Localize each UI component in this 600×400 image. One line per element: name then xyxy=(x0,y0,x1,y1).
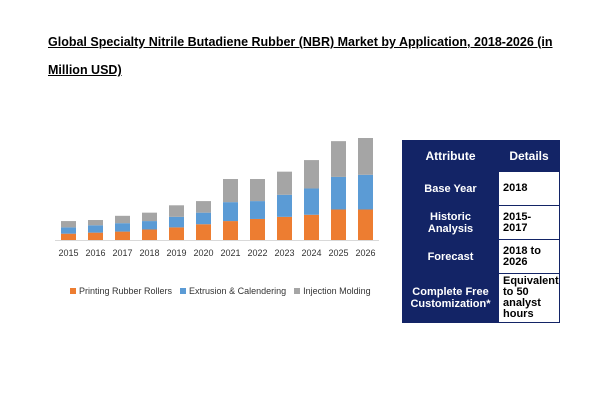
x-tick-label: 2018 xyxy=(139,248,159,258)
bar-segment-2016-2 xyxy=(88,220,103,226)
bar-segment-2025-0 xyxy=(331,209,346,240)
bar-segment-2024-1 xyxy=(304,188,319,215)
bar-segment-2018-1 xyxy=(142,221,157,230)
row-attribute: Complete Free Customization* xyxy=(402,273,499,323)
legend-label-printing: Printing Rubber Rollers xyxy=(79,286,173,296)
x-tick-label: 2015 xyxy=(58,248,78,258)
bar-segment-2021-0 xyxy=(223,221,238,240)
bar-segment-2021-2 xyxy=(223,179,238,203)
bar-segment-2017-1 xyxy=(115,223,130,232)
x-tick-label: 2016 xyxy=(85,248,105,258)
bar-segment-2025-2 xyxy=(331,141,346,177)
chart-legend: Printing Rubber Rollers Extrusion & Cale… xyxy=(70,286,371,296)
bar-segment-2019-0 xyxy=(169,227,184,240)
bar-segment-2017-0 xyxy=(115,231,130,240)
x-tick-label: 2017 xyxy=(112,248,132,258)
bar-segment-2023-0 xyxy=(277,216,292,240)
bar-segment-2024-2 xyxy=(304,160,319,189)
x-tick-label: 2025 xyxy=(328,248,348,258)
legend-swatch-molding xyxy=(294,288,301,294)
chart-title: Global Specialty Nitrile Butadiene Rubbe… xyxy=(48,35,553,77)
bar-segment-2018-0 xyxy=(142,229,157,240)
table-row: Complete Free Customization* Equivalent … xyxy=(402,273,560,323)
row-details: 2018 to 2026 xyxy=(498,239,560,274)
bar-segment-2015-1 xyxy=(61,227,76,234)
x-tick-label: 2021 xyxy=(220,248,240,258)
bar-segment-2018-2 xyxy=(142,212,157,222)
legend-item-molding: Injection Molding xyxy=(294,286,371,296)
stacked-bar-chart: 2015 2016 2017 2018 2019 2020 2021 2022 2023 2024… xyxy=(55,138,379,258)
legend-label-molding: Injection Molding xyxy=(303,286,371,296)
row-attribute: Historic Analysis xyxy=(402,205,499,240)
x-tick-label: 2024 xyxy=(301,248,321,258)
report-attributes-table: Attribute Details Base Year 2018 Histori… xyxy=(402,140,560,323)
bar-segment-2015-0 xyxy=(61,233,76,240)
table-row: Historic Analysis 2015-2017 xyxy=(402,205,560,240)
legend-item-extrusion: Extrusion & Calendering xyxy=(180,286,286,296)
row-details: Equivalent to 50 analyst hours xyxy=(498,273,560,323)
bar-segment-2026-2 xyxy=(358,138,373,175)
bar-segment-2020-0 xyxy=(196,224,211,240)
bar-segment-2024-0 xyxy=(304,214,319,240)
table-header-row: Attribute Details xyxy=(402,140,560,172)
table-row: Base Year 2018 xyxy=(402,171,560,206)
bar-segment-2019-1 xyxy=(169,216,184,228)
row-details: 2015-2017 xyxy=(498,205,560,240)
legend-label-extrusion: Extrusion & Calendering xyxy=(189,286,287,296)
legend-swatch-extrusion xyxy=(180,288,187,294)
bar-segment-2020-1 xyxy=(196,212,211,225)
x-tick-label: 2023 xyxy=(274,248,294,258)
row-attribute: Base Year xyxy=(402,171,499,206)
bar-segment-2023-1 xyxy=(277,194,292,217)
bar-segment-2017-2 xyxy=(115,215,130,224)
bar-segment-2021-1 xyxy=(223,202,238,222)
header-attribute: Attribute xyxy=(402,140,499,172)
bar-segment-2023-2 xyxy=(277,171,292,195)
bar-segment-2020-2 xyxy=(196,201,211,213)
x-tick-label: 2020 xyxy=(193,248,213,258)
row-attribute: Forecast xyxy=(402,239,499,274)
bar-segment-2026-0 xyxy=(358,209,373,240)
bar-segment-2026-1 xyxy=(358,174,373,210)
bar-segment-2022-1 xyxy=(250,201,265,219)
bar-segment-2022-0 xyxy=(250,218,265,240)
bar-segment-2016-0 xyxy=(88,232,103,240)
bar-segment-2022-2 xyxy=(250,179,265,202)
x-tick-label: 2026 xyxy=(355,248,375,258)
bar-segment-2015-2 xyxy=(61,221,76,228)
table-row: Forecast 2018 to 2026 xyxy=(402,239,560,274)
x-tick-label: 2022 xyxy=(247,248,267,258)
x-tick-label: 2019 xyxy=(166,248,186,258)
bar-segment-2025-1 xyxy=(331,176,346,210)
bar-segment-2019-2 xyxy=(169,205,184,217)
header-details: Details xyxy=(498,140,560,172)
legend-item-printing: Printing Rubber Rollers xyxy=(70,286,172,296)
row-details: 2018 xyxy=(498,171,560,206)
legend-swatch-printing xyxy=(70,288,76,294)
bar-segment-2016-1 xyxy=(88,225,103,233)
